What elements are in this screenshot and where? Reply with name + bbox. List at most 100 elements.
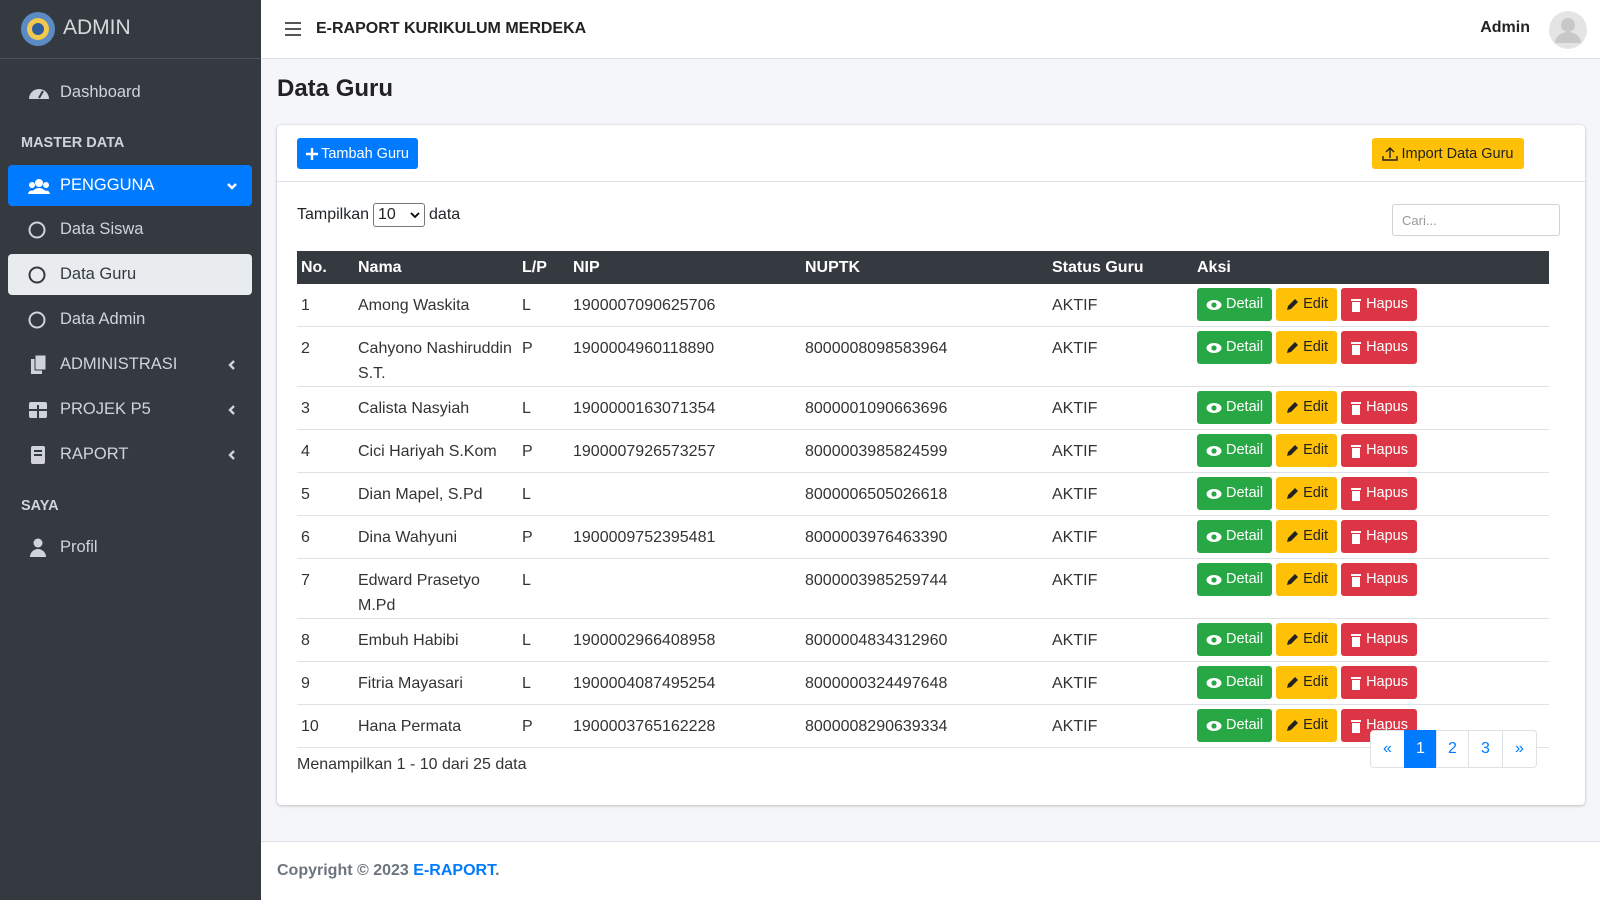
detail-button[interactable]: Detail (1197, 709, 1273, 742)
cell-text: AKTIF (1052, 675, 1098, 692)
icon (1206, 342, 1222, 353)
detail-button[interactable]: Detail (1197, 477, 1273, 510)
edit-button[interactable]: Edit (1276, 331, 1338, 364)
table-cell: 8000000324497648 (801, 661, 1048, 705)
icon (1287, 401, 1299, 413)
table-cell: Detail Edit Hapus (1193, 618, 1549, 662)
edit-button[interactable]: Edit (1276, 666, 1338, 699)
nav-header: MASTER DATA (21, 135, 125, 151)
icon (28, 221, 46, 238)
nav-pengguna[interactable]: PENGGUNA (8, 165, 252, 206)
cell-text: 8000008098583964 (805, 340, 948, 357)
table-cell: 4 (297, 429, 354, 473)
edit-button[interactable]: Edit (1276, 288, 1338, 321)
icon (1351, 487, 1362, 501)
copyright-end: . (495, 862, 500, 879)
detail-button[interactable]: Detail (1197, 288, 1273, 321)
nav-dashboard[interactable]: Dashboard (8, 72, 252, 113)
menu-toggle[interactable] (285, 22, 301, 36)
nav-child[interactable]: Data Siswa (8, 209, 252, 250)
cell-text: 1900004960118890 (573, 340, 715, 357)
table-cell: L (518, 661, 569, 705)
length-control: Tampilkan 10 data (297, 203, 460, 227)
detail-button[interactable]: Detail (1197, 623, 1273, 656)
edit-button[interactable]: Edit (1276, 477, 1338, 510)
detail-button[interactable]: Detail (1197, 563, 1273, 596)
icon (1382, 146, 1399, 161)
detail-button[interactable]: Detail (1197, 434, 1273, 467)
delete-button[interactable]: Hapus (1341, 477, 1417, 510)
delete-button[interactable]: Hapus (1341, 666, 1417, 699)
cell-text: AKTIF (1052, 572, 1098, 589)
table-cell: 1900004960118890 (569, 326, 801, 387)
table-cell: L (518, 386, 569, 430)
table-cell: Cahyono Nashiruddin S.T. (354, 326, 518, 387)
chevron (227, 182, 237, 190)
nav-child[interactable]: Data Guru (8, 254, 252, 295)
page-link[interactable]: « (1370, 730, 1405, 768)
table-cell: 9 (297, 661, 354, 705)
table-cell: AKTIF (1048, 429, 1193, 473)
search-input[interactable]: Cari... (1392, 204, 1560, 236)
column-header: L/P (518, 251, 569, 284)
icon (1287, 633, 1299, 645)
button-label: Edit (1303, 528, 1329, 544)
chevron (228, 359, 235, 370)
detail-button[interactable]: Detail (1197, 391, 1273, 424)
detail-button[interactable]: Detail (1197, 666, 1273, 699)
delete-button[interactable]: Hapus (1341, 391, 1417, 424)
brand[interactable]: ADMIN (0, 0, 261, 59)
detail-button[interactable]: Detail (1197, 331, 1273, 364)
table-cell: Hana Permata (354, 704, 518, 748)
length-select[interactable]: 10 (373, 203, 426, 227)
nav-label: ADMINISTRASI (60, 355, 178, 373)
add-button[interactable]: Tambah Guru (297, 138, 418, 169)
icon (306, 147, 319, 160)
cell-text: P (522, 718, 533, 735)
cell-text: 1900007090625706 (573, 297, 716, 314)
edit-button[interactable]: Edit (1276, 434, 1338, 467)
edit-button[interactable]: Edit (1276, 563, 1338, 596)
footer: Copyright © 2023 E-RAPORT. (261, 841, 1600, 900)
button-label: Detail (1226, 674, 1264, 690)
table-row: 8 Embuh Habibi L 1900002966408958 8000004834… (297, 618, 1549, 662)
edit-button[interactable]: Edit (1276, 709, 1338, 742)
cell-text: 8000003985259744 (805, 572, 948, 589)
edit-button[interactable]: Edit (1276, 520, 1338, 553)
edit-button[interactable]: Edit (1276, 391, 1338, 424)
nav-projek[interactable]: PROJEK P5 (8, 389, 252, 430)
icon (31, 445, 45, 464)
cell-text: L (522, 486, 531, 503)
page-link[interactable]: 3 (1468, 730, 1503, 768)
nav-child[interactable]: Data Admin (8, 299, 252, 340)
copyright-link[interactable]: E-RAPORT (413, 862, 496, 879)
delete-button[interactable]: Hapus (1341, 623, 1417, 656)
delete-button[interactable]: Hapus (1341, 563, 1417, 596)
page-link[interactable]: 1 (1404, 730, 1437, 768)
page-link[interactable]: » (1502, 730, 1537, 768)
cell-text: AKTIF (1052, 718, 1098, 735)
table-cell: AKTIF (1048, 326, 1193, 387)
import-button[interactable]: Import Data Guru (1372, 138, 1524, 169)
nav-administrasi[interactable]: ADMINISTRASI (8, 344, 252, 385)
app-title: E-RAPORT KURIKULUM MERDEKA (316, 20, 587, 37)
table-cell: Detail Edit Hapus (1193, 429, 1549, 473)
detail-button[interactable]: Detail (1197, 520, 1273, 553)
delete-button[interactable]: Hapus (1341, 288, 1417, 321)
column-header: NIP (569, 251, 801, 284)
nav-raport[interactable]: RAPORT (8, 434, 252, 475)
cell-text: 8000003976463390 (805, 529, 948, 546)
user-avatar[interactable] (1548, 10, 1588, 50)
edit-button[interactable]: Edit (1276, 623, 1338, 656)
icon (1206, 402, 1222, 413)
page-title: Data Guru (277, 75, 394, 102)
table-cell: AKTIF (1048, 386, 1193, 430)
icon (1287, 298, 1299, 310)
delete-button[interactable]: Hapus (1341, 520, 1417, 553)
delete-button[interactable]: Hapus (1341, 434, 1417, 467)
page-link[interactable]: 2 (1436, 730, 1469, 768)
user-name[interactable]: Admin (1480, 19, 1530, 36)
delete-button[interactable]: Hapus (1341, 331, 1417, 364)
nav-profil[interactable]: Profil (8, 527, 252, 568)
